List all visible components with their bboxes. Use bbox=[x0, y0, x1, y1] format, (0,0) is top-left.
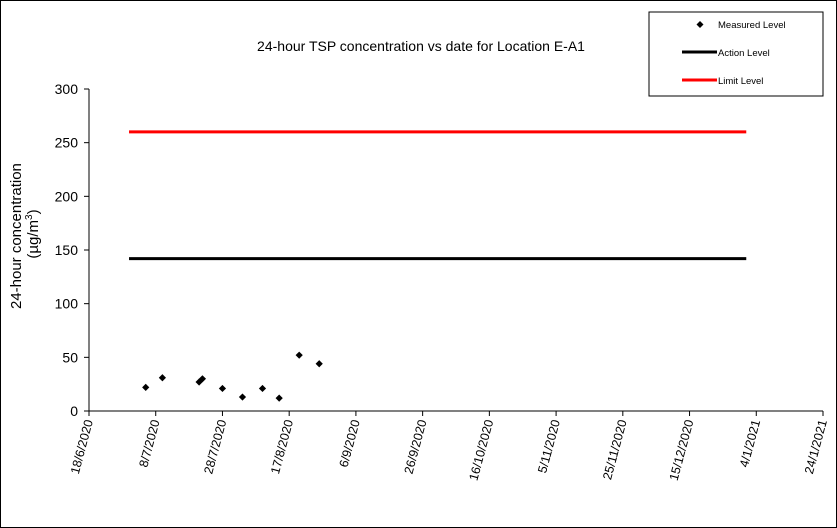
measured-level-point bbox=[142, 383, 150, 391]
measured-level-point bbox=[258, 384, 267, 393]
x-tick-label: 17/8/2020 bbox=[268, 418, 296, 475]
legend: Measured Level Action Level Limit Level bbox=[648, 11, 824, 97]
measured-level-point bbox=[198, 375, 207, 383]
y-tick-label: 250 bbox=[55, 135, 79, 151]
x-tick-label: 6/9/2020 bbox=[337, 418, 363, 469]
measured-level-point bbox=[275, 394, 283, 402]
legend-label-action: Action Level bbox=[718, 48, 770, 59]
y-axis-label: 24-hour concentration (µg/m3) bbox=[8, 159, 42, 309]
x-tick-label: 15/12/2020 bbox=[667, 418, 697, 482]
x-tick-label: 8/7/2020 bbox=[137, 418, 163, 469]
legend-box bbox=[648, 11, 824, 97]
x-tick-label: 18/6/2020 bbox=[68, 418, 96, 475]
x-tick-label: 16/10/2020 bbox=[467, 418, 497, 482]
y-tick-label: 200 bbox=[55, 188, 79, 204]
x-tick-label: 5/11/2020 bbox=[535, 418, 563, 474]
series-lines bbox=[129, 130, 747, 261]
series-points bbox=[142, 351, 323, 402]
y-tick-label: 100 bbox=[55, 296, 79, 312]
y-axis-label-line1: 24-hour concentration bbox=[8, 163, 25, 309]
measured-level-point bbox=[315, 360, 323, 368]
x-tick-label: 4/1/2021 bbox=[737, 418, 763, 469]
y-axis-label-line2: (µg/m bbox=[25, 220, 42, 259]
y-ticks: 0 50 100 150 200 250 300 bbox=[55, 81, 89, 419]
legend-label-measured: Measured Level bbox=[718, 20, 786, 31]
measured-level-point bbox=[158, 374, 166, 382]
chart-title: 24-hour TSP concentration vs date for Lo… bbox=[257, 38, 585, 54]
measured-level-point bbox=[218, 384, 227, 393]
legend-label-limit: Limit Level bbox=[718, 76, 763, 87]
x-tick-label: 24/1/2021 bbox=[802, 418, 830, 475]
measured-level-point bbox=[295, 351, 303, 359]
x-tick-label: 25/11/2020 bbox=[600, 418, 629, 481]
x-tick-label: 28/7/2020 bbox=[201, 418, 229, 475]
y-tick-label: 50 bbox=[62, 349, 78, 365]
x-ticks: 18/6/2020 8/7/2020 28/7/2020 17/8/2020 6/9/2… bbox=[68, 411, 830, 482]
measured-level-point bbox=[238, 393, 247, 401]
x-tick-label: 26/9/2020 bbox=[402, 418, 430, 475]
y-tick-label: 0 bbox=[70, 403, 78, 419]
legend-marker-measured bbox=[696, 21, 704, 28]
y-axis-label-close: ) bbox=[25, 209, 42, 214]
y-tick-label: 300 bbox=[55, 81, 79, 97]
y-tick-label: 150 bbox=[55, 242, 79, 258]
y-axis-label-sup: 3 bbox=[24, 214, 35, 220]
